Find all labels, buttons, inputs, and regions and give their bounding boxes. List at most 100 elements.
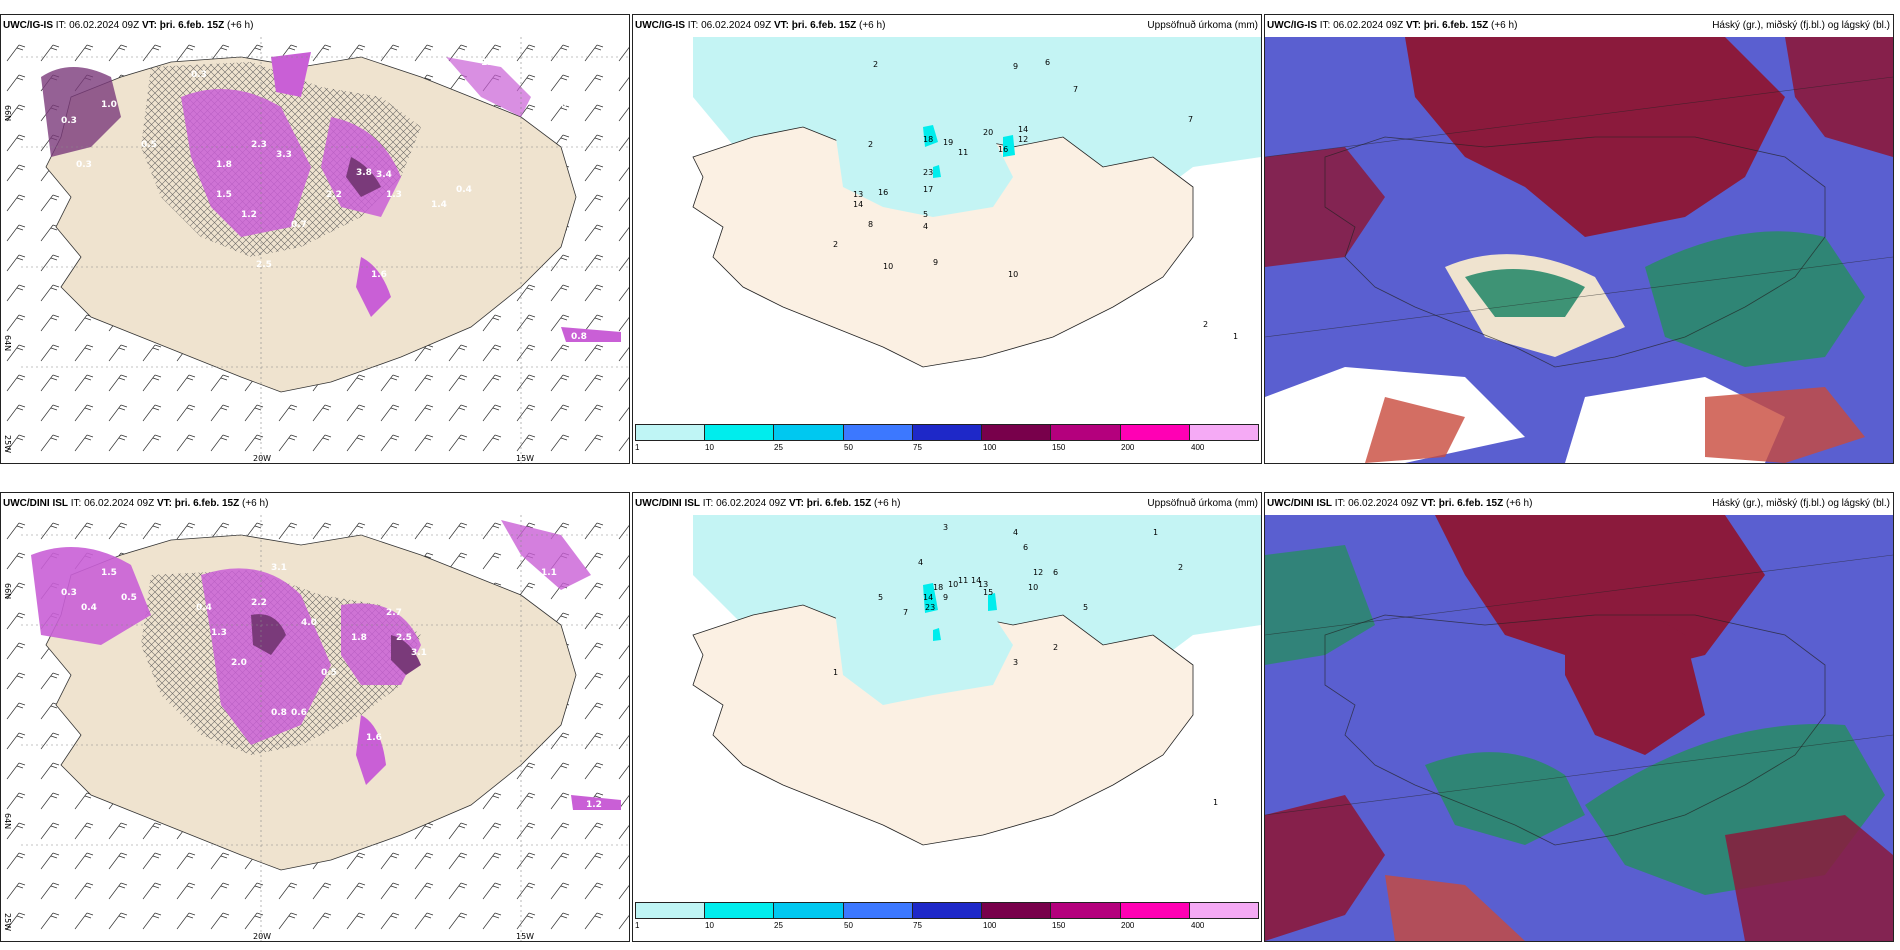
panel-bottom-right-clouds: UWC/DINI ISL IT: 06.02.2024 09Z VT: þri.…: [1264, 492, 1894, 942]
colorbar-swatch: [1051, 903, 1121, 918]
precip-value: 5: [923, 210, 928, 219]
snow-wind-map[interactable]: 0.3 1.0 0.3 1.8 2.3 3.3 3.8 3.4 2.2 1.3 …: [1, 37, 629, 463]
colorbar-swatch: [1120, 425, 1190, 440]
colorbar-swatches: [635, 902, 1259, 919]
panel-top-right-clouds: UWC/IG-IS IT: 06.02.2024 09Z VT: þri. 6.…: [1264, 14, 1894, 464]
panel-header: UWC/IG-IS IT: 06.02.2024 09Z VT: þri. 6.…: [1, 15, 629, 37]
lead-time: (+6 h): [874, 498, 901, 509]
model-name: UWC/DINI ISL: [3, 498, 68, 509]
panel-top-middle-precip: UWC/IG-IS IT: 06.02.2024 09Z VT: þri. 6.…: [632, 14, 1262, 464]
snow-value: 2.5: [256, 260, 272, 270]
precip-value: 2: [1203, 320, 1208, 329]
snow-value: 3.1: [411, 648, 427, 658]
snow-value: 1.0: [101, 100, 117, 110]
valid-time: þri. 6.feb. 15Z: [159, 20, 225, 31]
valid-label: VT:: [1420, 498, 1436, 509]
colorbar-swatch: [636, 425, 706, 440]
lead-time: (+6 h): [227, 20, 254, 31]
precip-value: 16: [998, 145, 1008, 154]
precip-value: 19: [943, 138, 953, 147]
lead-time: (+6 h): [242, 498, 269, 509]
precip-value: 13: [978, 580, 988, 589]
valid-time: þri. 6.feb. 15Z: [1438, 498, 1504, 509]
precip-value: 5: [1083, 603, 1088, 612]
precip-value: 6: [1045, 58, 1050, 67]
snow-value: 0.3: [76, 160, 92, 170]
panel-header: UWC/IG-IS IT: 06.02.2024 09Z VT: þri. 6.…: [633, 15, 1261, 37]
snow-value: 0.4: [196, 603, 212, 613]
precip-value: 1: [833, 668, 838, 677]
colorbar-swatch: [705, 425, 775, 440]
snow-value: 0.4: [456, 185, 472, 195]
lon-label-20w: 20W: [253, 932, 271, 941]
precip-value: 14: [971, 576, 981, 585]
lat-label-64n: 64N: [3, 335, 12, 351]
panel-header: UWC/IG-IS IT: 06.02.2024 09Z VT: þri. 6.…: [1265, 15, 1893, 37]
colorbar-label: 100: [983, 921, 997, 930]
snow-value: 1.0: [481, 58, 497, 68]
precip-value: 6: [1053, 568, 1058, 577]
snow-value: 2.7: [386, 608, 402, 618]
panel-header: UWC/DINI ISL IT: 06.02.2024 09Z VT: þri.…: [1265, 493, 1893, 515]
snow-value: 1.2: [241, 210, 257, 220]
colorbar-swatch: [912, 425, 983, 440]
colorbar-swatch: [705, 903, 775, 918]
precip-value: 10: [883, 262, 893, 271]
precip-value: 20: [983, 128, 993, 137]
precip-value: 9: [933, 258, 938, 267]
snow-value: 0.5: [141, 140, 157, 150]
precip-value: 2: [868, 140, 873, 149]
snow-value: 1.8: [591, 90, 607, 100]
snow-wind-map[interactable]: 0.3 0.4 1.5 0.5 3.1 2.2 4.0 2.5 3.1 1.8 …: [1, 515, 629, 941]
snow-value: 0.3: [61, 116, 77, 126]
snow-value: 2.2: [251, 598, 267, 608]
snow-value: 0.8: [571, 332, 587, 342]
colorbar-label: 75: [913, 921, 922, 930]
colorbar-swatch: [912, 903, 983, 918]
precip-value: 7: [1188, 115, 1193, 124]
colorbar-label: 50: [844, 443, 853, 452]
colorbar-swatch: [1189, 425, 1258, 440]
precip-value: 7: [903, 608, 908, 617]
colorbar-label: 100: [983, 443, 997, 452]
lon-label-20w: 20W: [253, 454, 271, 463]
model-name: UWC/IG-IS: [3, 20, 53, 31]
snow-value: 1.4: [431, 200, 447, 210]
colorbar-label: 400: [1191, 443, 1205, 452]
snow-value: 0.4: [81, 603, 97, 613]
panel-title: Uppsöfnuð úrkoma (mm): [1147, 20, 1258, 31]
cloud-map[interactable]: [1265, 515, 1893, 941]
colorbar-swatch: [1189, 903, 1258, 918]
precip-value: 10: [1008, 270, 1018, 279]
panel-title: Háský (gr.), miðský (fj.bl.) og lágský (…: [1712, 498, 1890, 509]
precip-map[interactable]: 2 9 6 7 7 2 18 19 20 16 14 12 23 13 8 16…: [633, 37, 1261, 423]
colorbar-label: 10: [705, 443, 714, 452]
panel-bottom-left-snow: UWC/DINI ISL IT: 06.02.2024 09Z VT: þri.…: [0, 492, 630, 942]
precip-value: 13: [853, 190, 863, 199]
precip-value: 3: [1013, 658, 1018, 667]
colorbar-label: 200: [1121, 443, 1135, 452]
init-time: IT: 06.02.2024 09Z: [1319, 20, 1404, 31]
snow-value: 2.2: [326, 190, 342, 200]
precip-value: 18: [933, 583, 943, 592]
colorbar-swatch: [1051, 425, 1121, 440]
snow-value: 0.8: [271, 708, 287, 718]
precip-value: 12: [1033, 568, 1043, 577]
snow-value: 1.5: [216, 190, 232, 200]
snow-value: 2.5: [396, 633, 412, 643]
precip-value: 16: [878, 188, 888, 197]
lat-label-66n: 66N: [3, 105, 12, 121]
colorbar-label: 400: [1191, 921, 1205, 930]
init-time: IT: 06.02.2024 09Z: [1334, 498, 1419, 509]
precip-value: 23: [925, 603, 935, 612]
colorbar-swatch: [843, 903, 913, 918]
precip-value: 2: [1178, 563, 1183, 572]
lead-time: (+6 h): [1491, 20, 1518, 31]
precip-value: 3: [943, 523, 948, 532]
cloud-map[interactable]: [1265, 37, 1893, 463]
panel-top-left-snow: UWC/IG-IS IT: 06.02.2024 09Z VT: þri. 6.…: [0, 14, 630, 464]
valid-time: þri. 6.feb. 15Z: [806, 498, 872, 509]
precip-map[interactable]: 3 4 6 4 5 18 10 14 15 13 11 12 6 10 23 1…: [633, 515, 1261, 901]
snow-value: 1.0: [551, 100, 567, 110]
snow-value: 0.5: [321, 668, 337, 678]
